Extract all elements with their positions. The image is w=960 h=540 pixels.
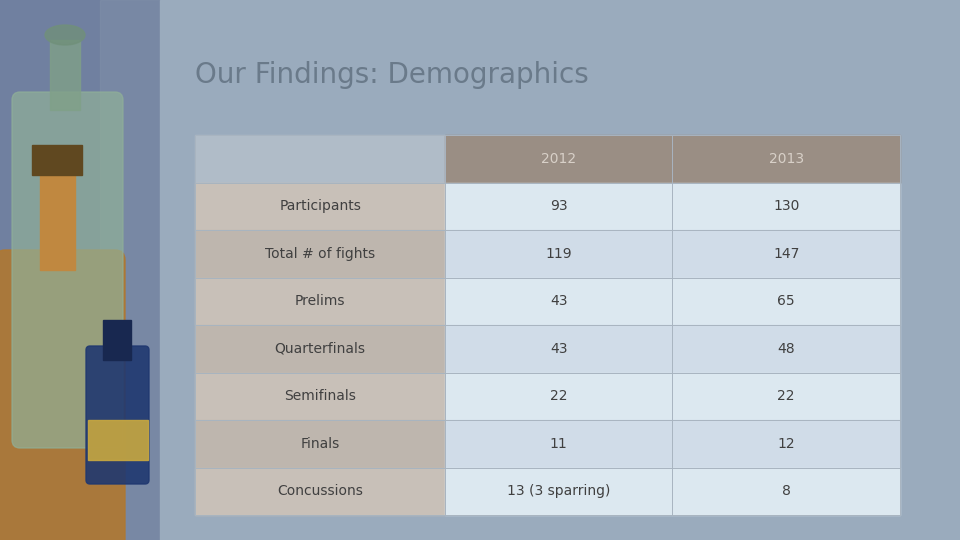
Bar	[195, 183, 445, 230]
Text: 43: 43	[550, 342, 567, 356]
FancyBboxPatch shape	[0, 250, 125, 540]
Bar	[672, 325, 900, 373]
Text: Our Findings: Demographics: Our Findings: Demographics	[195, 61, 588, 89]
Text: 12: 12	[778, 437, 795, 451]
Text: 130: 130	[773, 199, 800, 213]
Bar	[445, 278, 672, 325]
Bar	[195, 135, 445, 183]
Text: Quarterfinals: Quarterfinals	[275, 342, 366, 356]
Bar	[40, 170, 75, 270]
Ellipse shape	[45, 25, 85, 45]
Text: Prelims: Prelims	[295, 294, 346, 308]
Bar	[445, 183, 672, 230]
Bar	[100, 0, 170, 540]
Bar	[88, 420, 148, 460]
FancyBboxPatch shape	[12, 92, 123, 448]
Bar	[32, 145, 82, 175]
Bar	[672, 135, 900, 183]
Text: 8: 8	[781, 484, 791, 498]
Text: 48: 48	[778, 342, 795, 356]
Text: Total # of fights: Total # of fights	[265, 247, 375, 261]
Text: 147: 147	[773, 247, 800, 261]
Bar	[103, 320, 131, 360]
Bar	[445, 325, 672, 373]
Bar	[195, 230, 445, 278]
Text: Semifinals: Semifinals	[284, 389, 356, 403]
Bar	[445, 373, 672, 420]
Bar	[0, 0, 160, 540]
Bar	[50, 40, 80, 110]
Bar	[195, 325, 445, 373]
Bar	[445, 135, 672, 183]
Text: 2012: 2012	[541, 152, 576, 166]
Bar	[195, 278, 445, 325]
Text: 22: 22	[778, 389, 795, 403]
Bar	[445, 468, 672, 515]
Text: 2013: 2013	[769, 152, 804, 166]
Bar	[672, 468, 900, 515]
FancyBboxPatch shape	[86, 346, 149, 484]
Text: 93: 93	[550, 199, 567, 213]
Text: 22: 22	[550, 389, 567, 403]
Bar	[672, 373, 900, 420]
Bar	[195, 373, 445, 420]
Text: 65: 65	[778, 294, 795, 308]
Bar	[195, 420, 445, 468]
Text: Concussions: Concussions	[277, 484, 363, 498]
Text: Finals: Finals	[300, 437, 340, 451]
Text: 13 (3 sparring): 13 (3 sparring)	[507, 484, 611, 498]
Bar	[445, 420, 672, 468]
Bar	[672, 230, 900, 278]
Bar	[160, 0, 960, 540]
Text: 43: 43	[550, 294, 567, 308]
Bar	[672, 183, 900, 230]
Text: Participants: Participants	[279, 199, 361, 213]
Bar	[672, 278, 900, 325]
Text: 11: 11	[550, 437, 567, 451]
Text: 119: 119	[545, 247, 572, 261]
Bar	[672, 420, 900, 468]
Bar	[445, 230, 672, 278]
Bar	[195, 468, 445, 515]
